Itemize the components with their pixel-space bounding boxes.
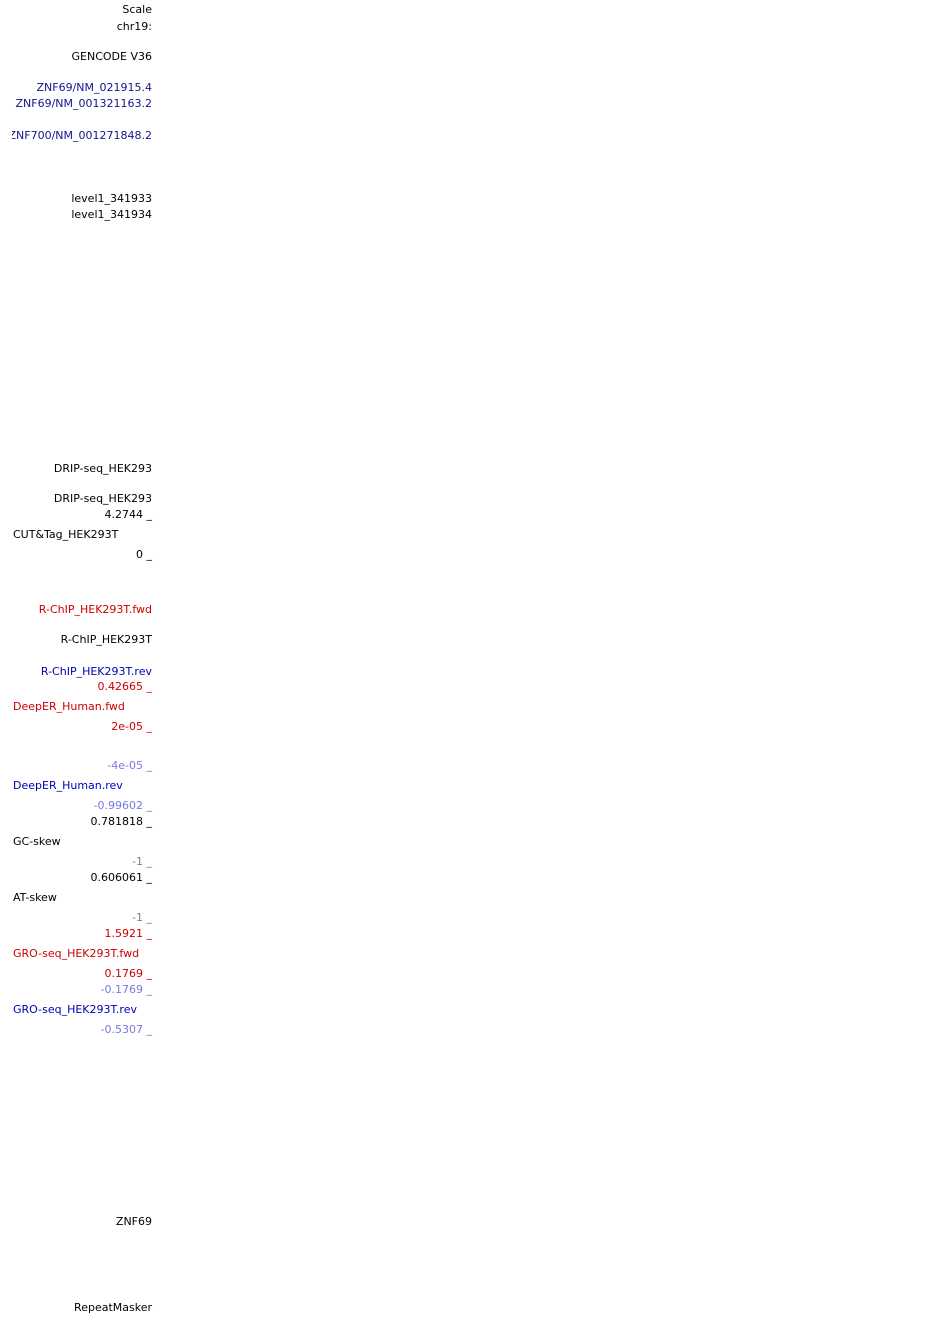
track-label[interactable]: R-ChIP_HEK293T.rev xyxy=(40,665,152,678)
axis-label: 1.5921 _ xyxy=(104,927,153,940)
axis-label: -1 _ xyxy=(132,855,152,868)
item-label[interactable]: level1_341934 xyxy=(71,208,152,221)
axis-label: -0.99602 _ xyxy=(93,799,152,812)
track-label: chr19: xyxy=(116,20,152,33)
item-label[interactable]: ZNF69 xyxy=(115,1215,152,1228)
gene-label[interactable]: ZNF69/NM_001321163.2 xyxy=(15,97,153,110)
axis-label: 2e-05 _ xyxy=(111,720,152,733)
track-label[interactable]: DeepER_Human.rev xyxy=(13,779,123,792)
axis-label: 0.606061 _ xyxy=(90,871,152,884)
axis-label: 0.1769 _ xyxy=(104,967,153,980)
track-label[interactable]: AT-skew xyxy=(13,891,57,904)
track-label[interactable]: R-ChIP_HEK293T.fwd xyxy=(38,603,152,616)
axis-label: 0.42665 _ xyxy=(97,680,152,693)
axis-label: 0.781818 _ xyxy=(90,815,152,828)
axis-label: -0.1769 _ xyxy=(100,983,152,996)
gene-label[interactable]: ZNF69/NM_021915.4 xyxy=(36,81,153,94)
track-label[interactable]: DRIP-seq_HEK293 xyxy=(53,462,152,475)
track-label[interactable]: CUT&Tag_HEK293T xyxy=(13,528,119,541)
track-label-panel: Scale chr19: GENCODE V36 ZNF69/NM_021915… xyxy=(12,0,153,1317)
track-label[interactable]: GENCODE V36 xyxy=(71,50,152,63)
track-label[interactable]: R-ChIP_HEK293T xyxy=(60,633,152,646)
gene-label[interactable]: ZNF700/NM_001271848.2 xyxy=(12,129,152,142)
track-label: Scale xyxy=(122,3,152,16)
track-label[interactable]: GRO-seq_HEK293T.fwd xyxy=(13,947,140,960)
item-label[interactable]: level1_341933 xyxy=(71,192,152,205)
axis-label: -0.5307 _ xyxy=(100,1023,152,1036)
track-label[interactable]: RepeatMasker xyxy=(74,1301,152,1314)
axis-label: 4.2744 _ xyxy=(104,508,153,521)
axis-label: -1 _ xyxy=(132,911,152,924)
track-label[interactable]: GRO-seq_HEK293T.rev xyxy=(13,1003,137,1016)
track-label[interactable]: DRIP-seq_HEK293 xyxy=(53,492,152,505)
axis-label: -4e-05 _ xyxy=(107,759,152,772)
axis-label: 0 _ xyxy=(136,548,152,561)
track-label[interactable]: DeepER_Human.fwd xyxy=(13,700,125,713)
track-label[interactable]: GC-skew xyxy=(13,835,61,848)
